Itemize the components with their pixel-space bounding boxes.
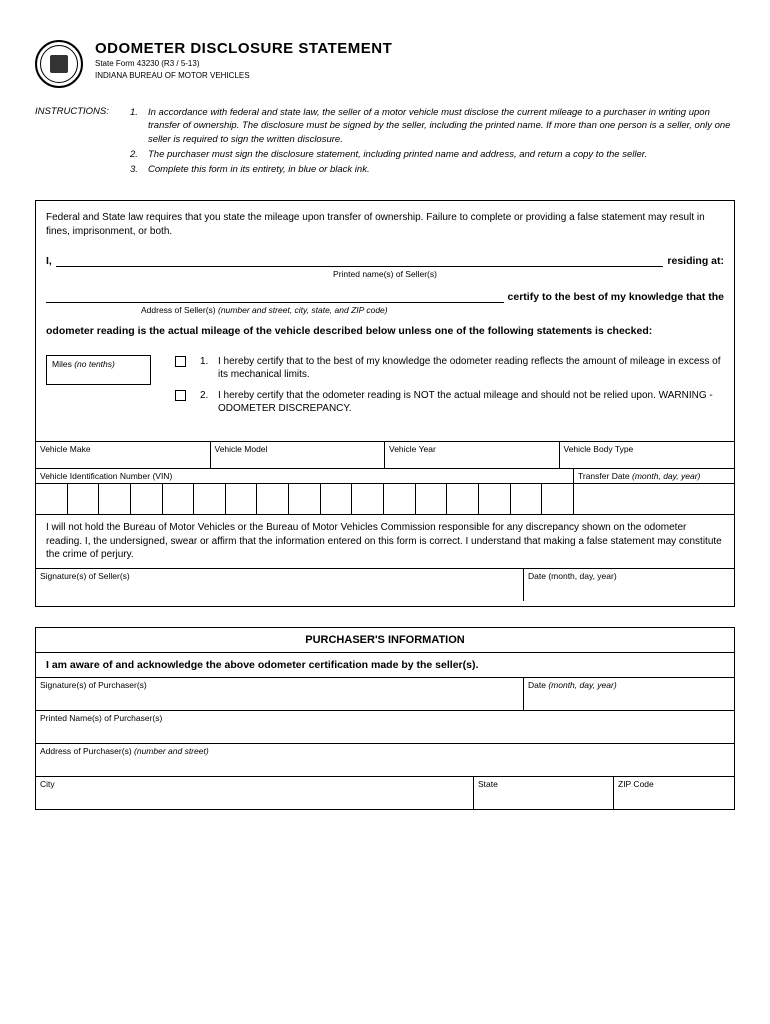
purchaser-printed-row: Printed Name(s) of Purchaser(s) (36, 710, 734, 743)
seller-address-input[interactable] (46, 289, 504, 303)
checkbox-area: Miles (no tenths) 1. I hereby certify th… (46, 355, 724, 423)
instruction-item: 1.In accordance with federal and state l… (130, 106, 735, 146)
purchaser-box: PURCHASER'S INFORMATION I am aware of an… (35, 627, 735, 810)
disclosure-box: Federal and State law requires that you … (35, 200, 735, 606)
seller-signature-cell[interactable]: Signature(s) of Seller(s) (36, 569, 524, 601)
vehicle-model-cell[interactable]: Vehicle Model (211, 442, 386, 468)
seller-address-hint: Address of Seller(s) (number and street,… (46, 305, 724, 315)
vin-char-cell[interactable] (194, 484, 226, 514)
checkbox-discrepancy[interactable] (175, 390, 186, 401)
certify-label: certify to the best of my knowledge that… (508, 291, 724, 303)
seller-name-hint: Printed name(s) of Seller(s) (46, 269, 724, 279)
purchaser-location-row: City State ZIP Code (36, 776, 734, 809)
form-title: ODOMETER DISCLOSURE STATEMENT (95, 40, 392, 57)
vin-char-cell[interactable] (36, 484, 68, 514)
purchaser-address-row: Address of Purchaser(s) (number and stre… (36, 743, 734, 776)
vin-char-cell[interactable] (226, 484, 258, 514)
vin-char-cell[interactable] (99, 484, 131, 514)
vehicle-body-cell[interactable]: Vehicle Body Type (560, 442, 735, 468)
seller-address-line: certify to the best of my knowledge that… (46, 289, 724, 303)
vin-char-cell[interactable] (257, 484, 289, 514)
vin-char-cell[interactable] (511, 484, 543, 514)
seller-signature-row: Signature(s) of Seller(s) Date (month, d… (36, 568, 734, 601)
checkbox-excess-mileage[interactable] (175, 356, 186, 367)
vin-char-cell[interactable] (447, 484, 479, 514)
agency-name: INDIANA BUREAU OF MOTOR VEHICLES (95, 71, 392, 81)
vin-char-cell[interactable] (479, 484, 511, 514)
residing-label: residing at: (667, 255, 724, 267)
vin-char-cell[interactable] (131, 484, 163, 514)
instruction-item: 2.The purchaser must sign the disclosure… (130, 148, 735, 161)
vin-char-cell[interactable] (384, 484, 416, 514)
acknowledgment-text: I am aware of and acknowledge the above … (36, 652, 734, 677)
state-seal-icon (35, 40, 83, 88)
purchaser-signature-row: Signature(s) of Purchaser(s) Date (month… (36, 677, 734, 710)
vin-boxes[interactable] (36, 484, 574, 514)
vehicle-year-cell[interactable]: Vehicle Year (385, 442, 560, 468)
purchaser-title: PURCHASER'S INFORMATION (36, 628, 734, 652)
certification-option-1: 1. I hereby certify that to the best of … (175, 355, 724, 381)
vehicle-make-cell[interactable]: Vehicle Make (36, 442, 211, 468)
purchaser-address-cell[interactable]: Address of Purchaser(s) (number and stre… (36, 744, 734, 776)
instructions-section: INSTRUCTIONS: 1.In accordance with feder… (35, 106, 735, 178)
transfer-date-input[interactable] (574, 484, 734, 514)
instruction-item: 3.Complete this form in its entirety, in… (130, 163, 735, 176)
seller-date-cell[interactable]: Date (month, day, year) (524, 569, 734, 601)
form-header: ODOMETER DISCLOSURE STATEMENT State Form… (35, 40, 735, 88)
purchaser-zip-cell[interactable]: ZIP Code (614, 777, 734, 809)
certification-options: 1. I hereby certify that to the best of … (175, 355, 724, 423)
vin-label: Vehicle Identification Number (VIN) (36, 469, 574, 483)
affirmation-section: I will not hold the Bureau of Motor Vehi… (36, 514, 734, 568)
purchaser-state-cell[interactable]: State (474, 777, 614, 809)
transfer-date-label: Transfer Date (month, day, year) (574, 469, 734, 483)
vin-header-row: Vehicle Identification Number (VIN) Tran… (36, 468, 734, 483)
vin-char-cell[interactable] (542, 484, 574, 514)
instructions-label: INSTRUCTIONS: (35, 106, 130, 178)
seller-name-line: I, residing at: (46, 253, 724, 267)
purchaser-date-cell[interactable]: Date (month, day, year) (524, 678, 734, 710)
odometer-statement: odometer reading is the actual mileage o… (46, 325, 724, 339)
vin-char-cell[interactable] (352, 484, 384, 514)
certification-option-2: 2. I hereby certify that the odometer re… (175, 389, 724, 415)
vin-char-cell[interactable] (289, 484, 321, 514)
vin-char-cell[interactable] (416, 484, 448, 514)
vehicle-info-row: Vehicle Make Vehicle Model Vehicle Year … (36, 441, 734, 468)
title-block: ODOMETER DISCLOSURE STATEMENT State Form… (95, 40, 392, 82)
vin-input-row (36, 483, 734, 514)
intro-text: Federal and State law requires that you … (46, 211, 724, 239)
vin-char-cell[interactable] (163, 484, 195, 514)
purchaser-printed-cell[interactable]: Printed Name(s) of Purchaser(s) (36, 711, 734, 743)
vin-char-cell[interactable] (321, 484, 353, 514)
form-number: State Form 43230 (R3 / 5-13) (95, 59, 392, 69)
i-prefix: I, (46, 255, 52, 267)
miles-input-box[interactable]: Miles (no tenths) (46, 355, 151, 385)
instructions-list: 1.In accordance with federal and state l… (130, 106, 735, 178)
affirmation-text: I will not hold the Bureau of Motor Vehi… (36, 521, 734, 562)
purchaser-signature-cell[interactable]: Signature(s) of Purchaser(s) (36, 678, 524, 710)
vin-char-cell[interactable] (68, 484, 100, 514)
purchaser-city-cell[interactable]: City (36, 777, 474, 809)
seller-name-input[interactable] (56, 253, 664, 267)
